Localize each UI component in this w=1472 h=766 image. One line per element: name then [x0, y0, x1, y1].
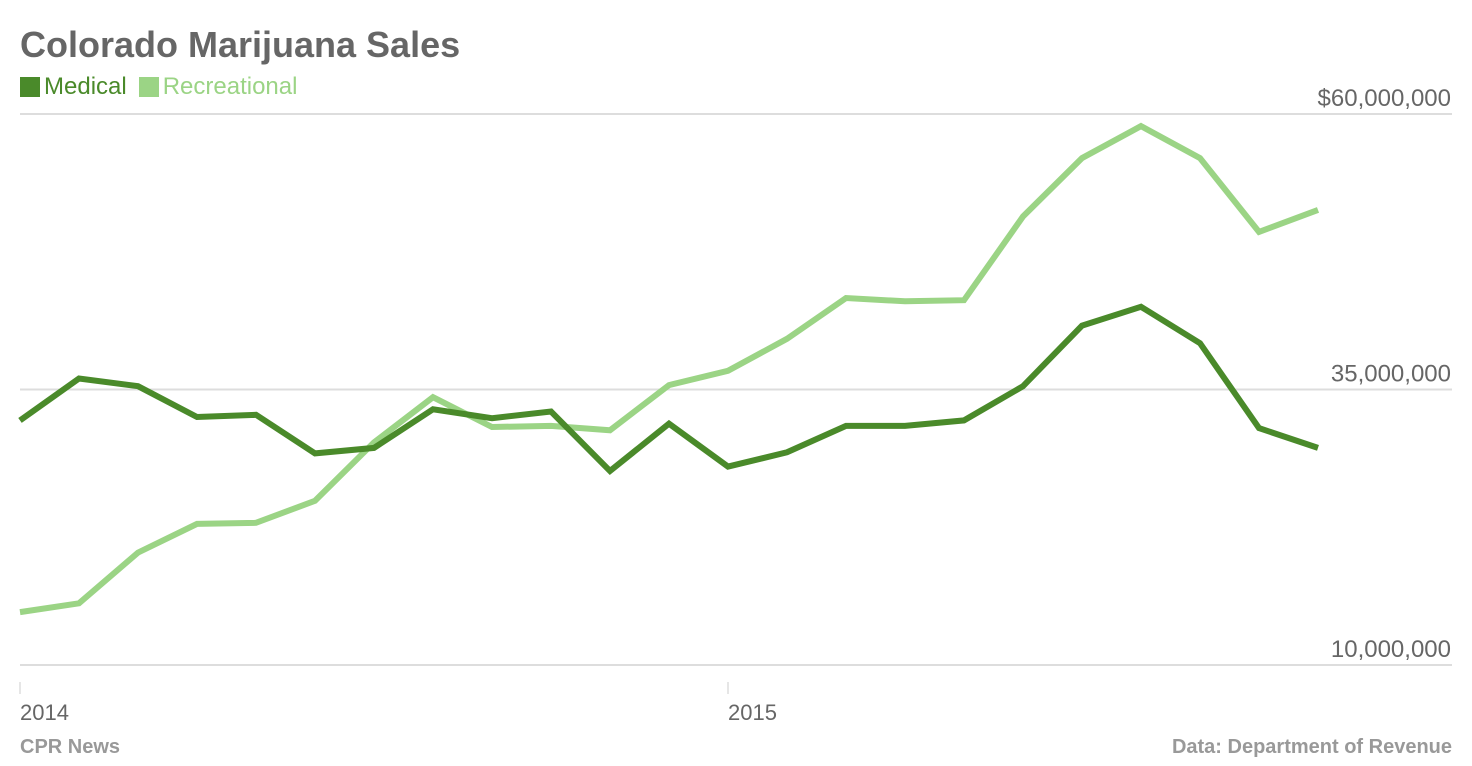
- y-tick-label: $60,000,000: [1318, 85, 1451, 112]
- series-layer: [18, 122, 1320, 616]
- legend-label-recreational: Recreational: [162, 73, 298, 100]
- footer-source: Data: Department of Revenue: [1171, 736, 1452, 758]
- legend-item-medical: Medical: [20, 73, 127, 101]
- footer-credit: CPR News: [20, 736, 121, 758]
- legend: Medical Recreational: [20, 72, 309, 102]
- legend-swatch-medical: [20, 77, 40, 97]
- series-line-recreational: [19, 122, 1320, 616]
- grid-layer: $60,000,000 35,000,000 10,000,000: [20, 85, 1452, 666]
- series-line-medical: [18, 303, 1319, 476]
- x-tick-label: 2014: [20, 700, 69, 725]
- chart-title: Colorado Marijuana Sales: [20, 24, 461, 65]
- y-tick-label: 35,000,000: [1331, 361, 1451, 388]
- legend-item-recreational: Recreational: [138, 73, 298, 101]
- legend-swatch-recreational: [138, 77, 159, 97]
- legend-label-medical: Medical: [44, 73, 127, 100]
- x-tick-label: 2015: [728, 700, 777, 725]
- y-tick-label: 10,000,000: [1331, 636, 1451, 663]
- x-axis: 2014 2015: [19, 682, 777, 725]
